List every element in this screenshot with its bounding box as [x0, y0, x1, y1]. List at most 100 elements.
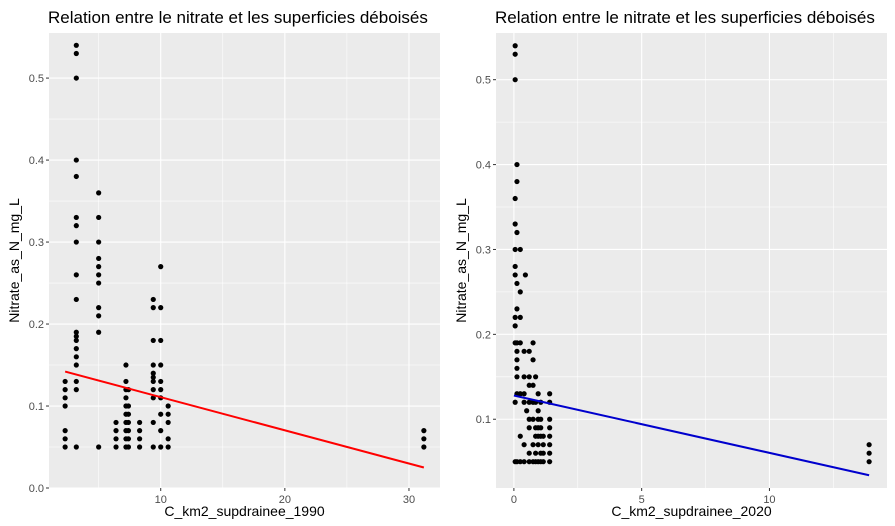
chart-title: Relation entre le nitrate et les superfi… [48, 8, 428, 27]
data-point [512, 314, 518, 320]
data-point [150, 337, 156, 344]
x-tick-label: 10 [763, 494, 775, 506]
data-point [73, 444, 79, 450]
data-point [125, 403, 132, 409]
data-point [62, 387, 68, 393]
data-point [521, 459, 527, 465]
data-point [514, 161, 520, 168]
data-point [526, 348, 532, 354]
data-point [73, 362, 79, 368]
y-tick-label: 0.5 [476, 75, 491, 87]
data-point [526, 425, 532, 431]
data-point [158, 305, 164, 311]
data-point [62, 428, 68, 434]
data-point [73, 214, 79, 221]
data-point [512, 272, 518, 278]
data-point [150, 387, 156, 393]
data-point [113, 419, 119, 426]
y-tick-label: 0.2 [29, 319, 44, 331]
data-point [535, 442, 541, 448]
data-point [547, 425, 553, 431]
data-point [165, 444, 171, 450]
data-point [540, 459, 546, 465]
data-point [526, 416, 532, 422]
data-point [73, 42, 79, 48]
x-tick-label: 10 [155, 494, 167, 506]
data-point [512, 323, 518, 329]
data-point [521, 391, 527, 397]
x-tick-label: 0 [511, 494, 517, 506]
data-point [96, 329, 102, 335]
data-point [73, 50, 79, 57]
data-point [123, 362, 129, 368]
data-point [526, 450, 532, 456]
data-point [514, 229, 520, 236]
data-point [73, 296, 79, 303]
data-point [137, 444, 143, 450]
y-tick-label: 0.1 [29, 401, 44, 413]
data-point [165, 403, 171, 409]
y-tick-label: 0.3 [29, 237, 44, 249]
data-point [533, 450, 539, 456]
data-point [512, 263, 518, 270]
data-point [62, 436, 68, 442]
data-point [150, 378, 156, 385]
data-point [547, 442, 553, 448]
data-point [137, 419, 143, 426]
x-tick-label: 30 [403, 494, 415, 506]
data-point [547, 450, 553, 456]
chart-title: Relation entre le nitrate et les superfi… [495, 8, 875, 27]
data-point [96, 272, 102, 278]
data-point [517, 314, 523, 320]
data-point [517, 340, 523, 346]
data-point [512, 246, 518, 253]
scatter-panel-1: 0.0 0.1 0.2 0.3 0.4 0.5 10 20 30 Relation entre l… [6, 8, 440, 519]
y-axis-title: Nitrate_as_N_mg_L [6, 198, 22, 323]
data-point [73, 354, 79, 360]
data-point [547, 459, 553, 465]
data-point [73, 223, 79, 229]
data-point [158, 411, 164, 417]
data-point [521, 442, 527, 448]
data-point [514, 178, 520, 185]
data-point [123, 395, 129, 401]
y-tick-label: 0.5 [29, 73, 44, 85]
data-point [526, 382, 532, 388]
data-point [125, 411, 132, 417]
data-point [522, 272, 528, 278]
data-point [125, 419, 132, 426]
x-axis-title: C_km2_supdrainee_1990 [164, 503, 325, 519]
data-point [158, 428, 164, 434]
data-point [150, 296, 156, 303]
data-point [421, 436, 427, 442]
plot-background [496, 33, 887, 488]
data-point [62, 403, 68, 409]
data-point [517, 289, 523, 295]
data-point [73, 387, 79, 393]
data-point [521, 348, 527, 354]
data-point [150, 444, 156, 450]
data-point [521, 399, 527, 405]
data-point [62, 395, 68, 401]
x-tick-label: 20 [279, 494, 291, 506]
data-point [96, 255, 102, 262]
data-point [535, 391, 541, 397]
data-point [125, 428, 132, 434]
data-point [530, 340, 536, 346]
data-point [538, 425, 544, 431]
data-point [158, 337, 164, 344]
x-tick-label: 5 [639, 494, 645, 506]
data-point [113, 428, 119, 434]
data-point [73, 378, 79, 385]
data-point [517, 459, 523, 465]
data-point [421, 444, 427, 450]
data-point [533, 374, 539, 380]
data-point [526, 399, 532, 405]
data-point [96, 305, 102, 311]
data-point [96, 190, 102, 196]
y-tick-label: 0.3 [476, 244, 491, 256]
trend-line [64, 370, 425, 469]
data-point [530, 416, 536, 422]
data-point [547, 433, 553, 439]
